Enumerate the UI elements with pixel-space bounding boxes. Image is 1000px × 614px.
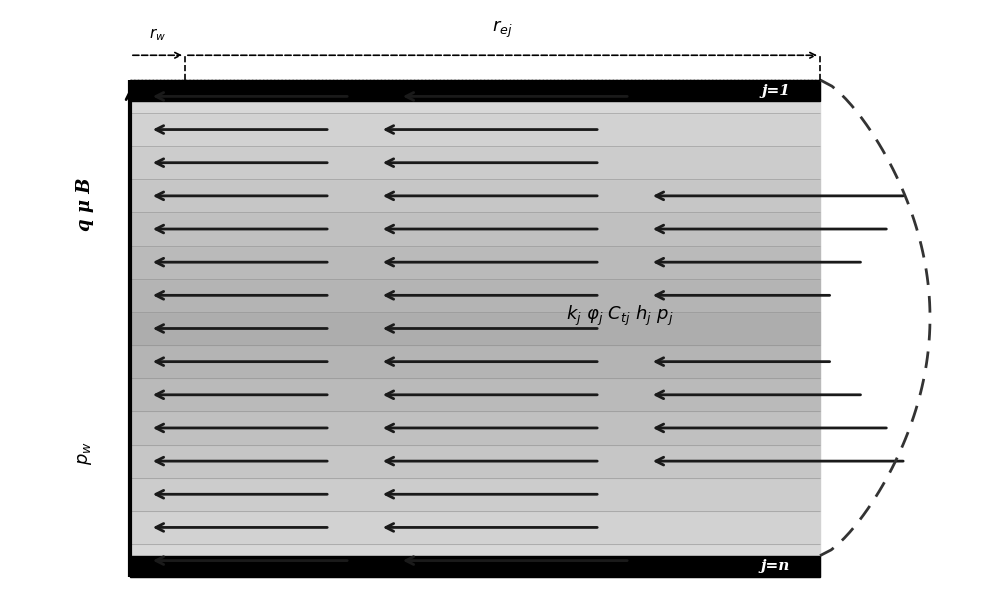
Bar — [130, 80, 820, 101]
Bar — [130, 544, 820, 577]
Text: $p_w$: $p_w$ — [76, 441, 94, 465]
Text: j=n: j=n — [761, 559, 790, 573]
Bar — [130, 556, 820, 577]
Text: $r_{ej}$: $r_{ej}$ — [492, 18, 513, 40]
Text: j=1: j=1 — [761, 84, 790, 98]
Bar — [130, 146, 820, 179]
Bar — [130, 212, 820, 246]
Bar — [130, 113, 820, 146]
Bar — [130, 80, 820, 113]
Text: $k_j\ \varphi_j\ C_{tj}\ h_j\ p_j$: $k_j\ \varphi_j\ C_{tj}\ h_j\ p_j$ — [566, 304, 674, 328]
Bar — [130, 378, 820, 411]
Bar — [130, 312, 820, 345]
Text: $r_w$: $r_w$ — [149, 26, 166, 43]
Bar — [130, 511, 820, 544]
Bar — [130, 179, 820, 212]
Text: q μ B: q μ B — [76, 177, 94, 231]
Bar — [130, 246, 820, 279]
Bar — [130, 478, 820, 511]
Bar — [130, 445, 820, 478]
Bar — [130, 279, 820, 312]
Bar — [130, 411, 820, 445]
Bar — [130, 345, 820, 378]
